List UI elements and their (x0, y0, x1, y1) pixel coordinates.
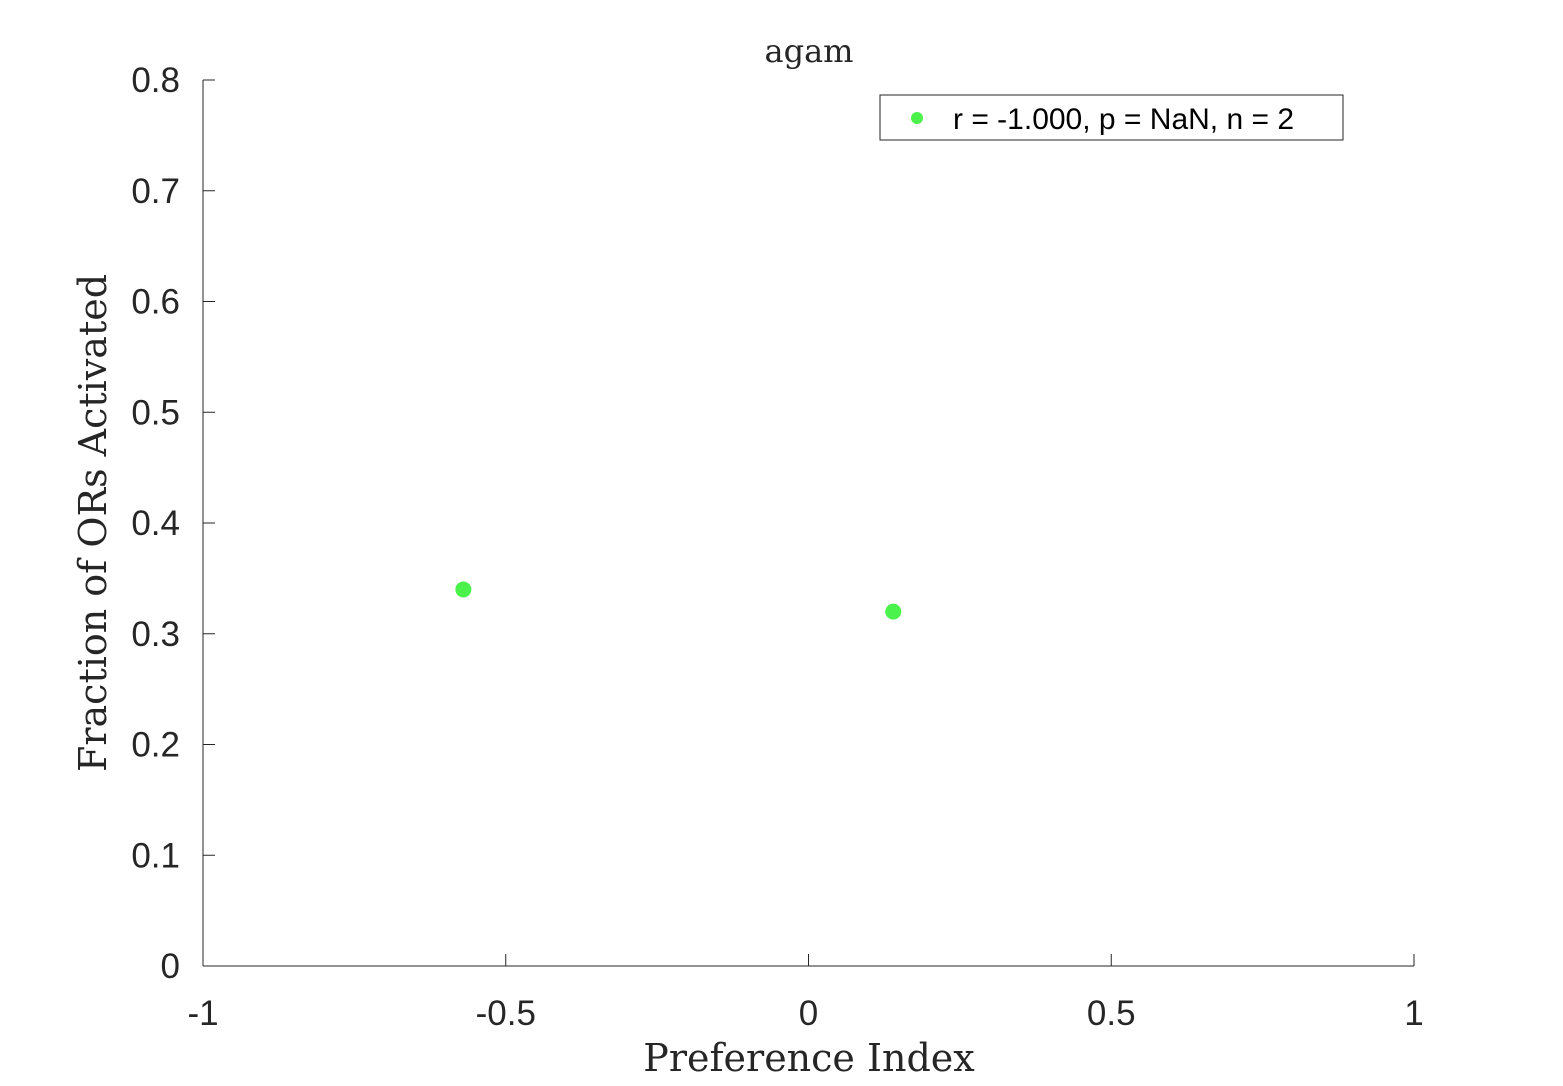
x-tick-label: -1 (187, 994, 218, 1033)
legend-marker (911, 112, 923, 124)
data-points (455, 581, 902, 620)
chart-title: agam (765, 32, 854, 70)
y-tick-label: 0.8 (131, 61, 180, 100)
axes: -1 -0.5 0 0.5 1 0 0.1 0.2 0.3 0.4 0.5 0.6 0.7 0.8 (131, 61, 1423, 1033)
x-tick-label: -0.5 (476, 994, 536, 1033)
legend-box (879, 94, 1344, 141)
y-ticks: 0 0.1 0.2 0.3 0.4 0.5 0.6 0.7 0.8 (131, 61, 215, 986)
x-tick-label: 0.5 (1087, 994, 1136, 1033)
y-tick-label: 0.2 (131, 726, 180, 765)
y-tick-label: 0 (161, 947, 180, 986)
x-tick-label: 1 (1404, 994, 1423, 1033)
y-tick-label: 0.5 (131, 393, 180, 432)
y-tick-label: 0.1 (131, 836, 180, 875)
y-tick-label: 0.3 (131, 615, 180, 654)
legend-entry-label: r = -1.000, p = NaN, n = 2 (953, 103, 1294, 136)
y-tick-label: 0.6 (131, 283, 180, 322)
y-axis-label: Fraction of ORs Activated (71, 274, 115, 772)
y-tick-label: 0.7 (131, 172, 180, 211)
data-point (455, 581, 472, 598)
legend: r = -1.000, p = NaN, n = 2 (879, 94, 1344, 141)
x-axis-label: Preference Index (643, 1036, 974, 1080)
x-ticks: -1 -0.5 0 0.5 1 (187, 954, 1424, 1033)
y-tick-label: 0.4 (131, 504, 180, 543)
x-tick-label: 0 (799, 994, 818, 1033)
data-point (885, 603, 902, 620)
